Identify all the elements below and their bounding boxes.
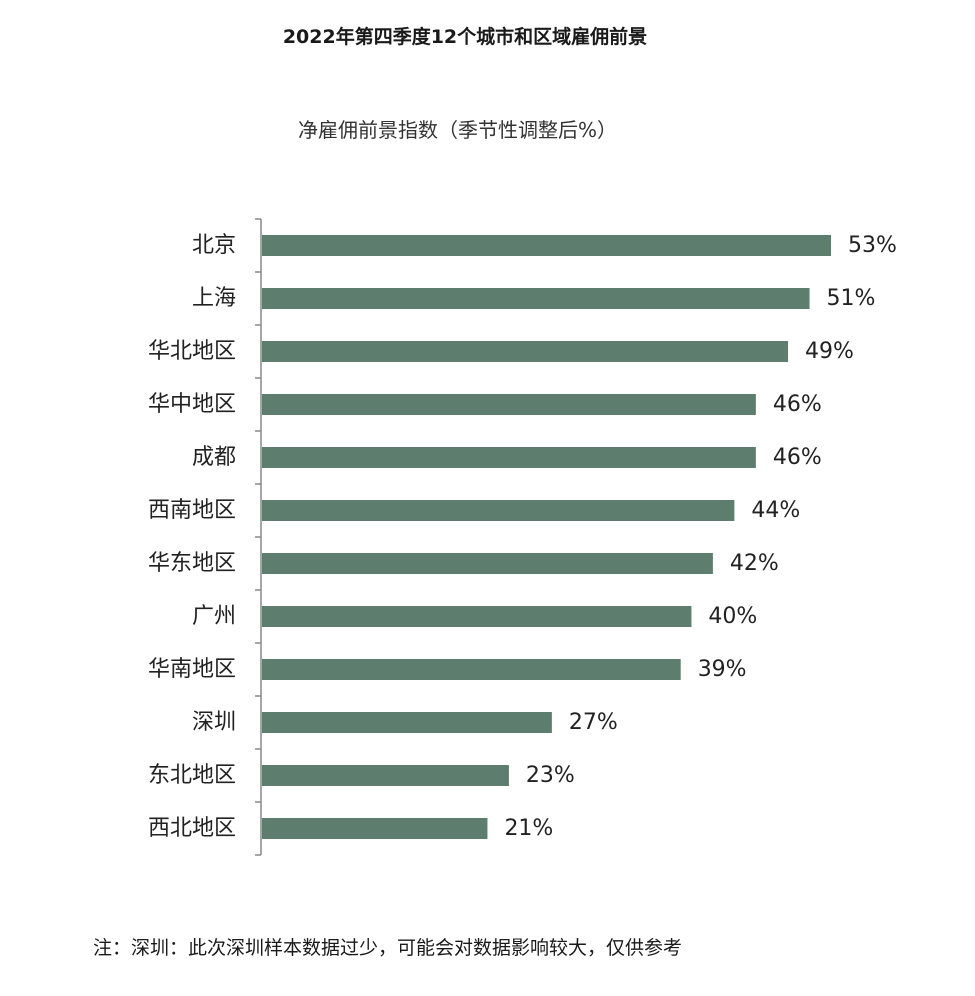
data-label: 27% [569,710,618,735]
bar [262,765,509,786]
bar [262,818,488,839]
bar [262,659,681,680]
category-label: 广州 [192,604,236,629]
data-label: 39% [698,657,747,682]
category-label: 华北地区 [148,339,236,364]
data-label: 21% [504,816,553,841]
bar [262,553,713,574]
bar [262,447,756,468]
data-label: 46% [773,392,822,417]
category-label: 西北地区 [148,816,236,841]
page-title: 2022年第四季度12个城市和区域雇佣前景 [282,26,648,48]
bar [262,288,810,309]
category-label: 东北地区 [148,763,236,788]
data-label: 42% [730,551,779,576]
bar [262,606,692,627]
bar [262,235,831,256]
bar [262,500,735,521]
category-label: 华南地区 [148,657,236,682]
data-label: 46% [773,445,822,470]
bar [262,712,552,733]
category-label: 华中地区 [148,392,236,417]
data-label: 40% [708,604,757,629]
category-label: 深圳 [192,710,236,735]
data-label: 51% [827,286,876,311]
data-label: 53% [848,233,897,258]
category-label: 北京 [192,233,236,258]
category-label: 华东地区 [148,551,236,576]
bar [262,341,789,362]
data-label: 44% [751,498,800,523]
footnote: 注：深圳：此次深圳样本数据过少，可能会对数据影响较大，仅供参考 [93,937,683,959]
chart-title: 净雇佣前景指数（季节性调整后%） [297,118,617,142]
category-label: 西南地区 [148,498,236,523]
category-label: 成都 [192,445,236,470]
category-label: 上海 [192,286,236,311]
data-label: 49% [805,339,854,364]
bar [262,394,756,415]
data-label: 23% [526,763,575,788]
